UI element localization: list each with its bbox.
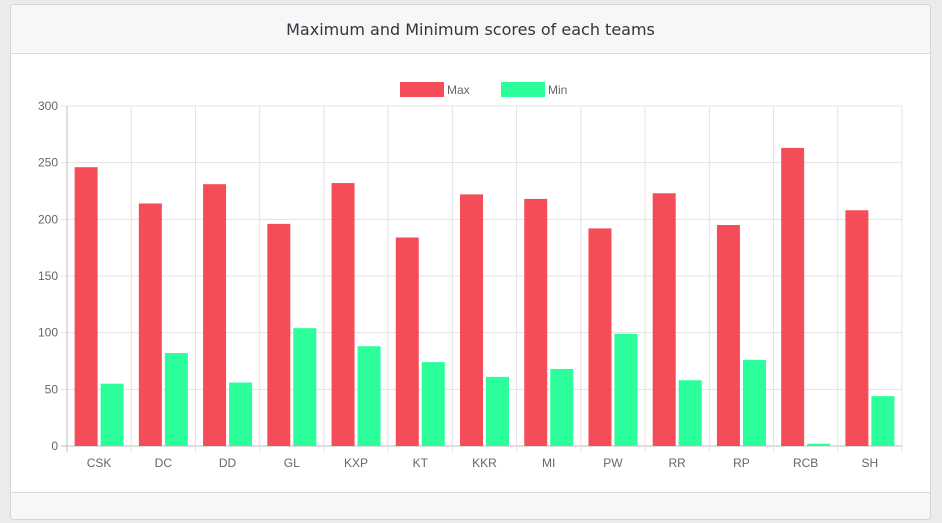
x-tick-label: KXP bbox=[344, 456, 368, 470]
x-tick-label: SH bbox=[862, 456, 879, 470]
y-tick-label: 100 bbox=[38, 326, 58, 340]
bar-max-dd[interactable] bbox=[203, 184, 227, 446]
bar-min-kxp[interactable] bbox=[357, 346, 381, 446]
x-tick-label: RCB bbox=[793, 456, 818, 470]
bar-max-kxp[interactable] bbox=[331, 183, 355, 447]
bar-min-rcb[interactable] bbox=[807, 443, 831, 446]
legend-swatch-min[interactable] bbox=[501, 82, 545, 97]
x-tick-label: KT bbox=[413, 456, 429, 470]
bar-min-dc[interactable] bbox=[164, 353, 188, 446]
bar-min-sh[interactable] bbox=[871, 396, 895, 446]
legend-swatch-max[interactable] bbox=[400, 82, 444, 97]
bar-min-pw[interactable] bbox=[614, 333, 638, 446]
panel-footer bbox=[11, 492, 930, 519]
bar-min-kt[interactable] bbox=[421, 362, 445, 446]
bar-max-rr[interactable] bbox=[652, 193, 676, 446]
bar-max-rcb[interactable] bbox=[781, 147, 805, 446]
x-tick-label: RR bbox=[669, 456, 687, 470]
y-tick-label: 0 bbox=[51, 439, 58, 453]
y-tick-label: 250 bbox=[38, 156, 58, 170]
x-tick-label: MI bbox=[542, 456, 555, 470]
y-tick-label: 300 bbox=[38, 99, 58, 113]
x-tick-label: PW bbox=[603, 456, 623, 470]
bar-min-rr[interactable] bbox=[678, 380, 702, 446]
bar-min-rp[interactable] bbox=[742, 359, 766, 446]
legend-label-max[interactable]: Max bbox=[447, 83, 470, 97]
bar-max-dc[interactable] bbox=[138, 203, 162, 446]
bar-min-csk[interactable] bbox=[100, 383, 124, 446]
bar-max-rp[interactable] bbox=[716, 225, 740, 446]
y-tick-label: 50 bbox=[45, 382, 59, 396]
y-tick-label: 200 bbox=[38, 212, 58, 226]
bar-max-sh[interactable] bbox=[845, 210, 869, 446]
legend-label-min[interactable]: Min bbox=[548, 83, 567, 97]
bar-min-dd[interactable] bbox=[229, 382, 253, 446]
bar-max-gl[interactable] bbox=[267, 223, 291, 446]
x-tick-label: RP bbox=[733, 456, 750, 470]
bar-max-csk[interactable] bbox=[74, 167, 98, 446]
x-tick-label: DD bbox=[219, 456, 237, 470]
x-tick-label: DC bbox=[155, 456, 173, 470]
x-tick-label: GL bbox=[284, 456, 300, 470]
bar-max-kkr[interactable] bbox=[460, 194, 483, 446]
panel-title: Maximum and Minimum scores of each teams bbox=[11, 5, 930, 54]
bar-max-kt[interactable] bbox=[395, 237, 419, 446]
y-tick-label: 150 bbox=[38, 269, 58, 283]
bar-min-kkr[interactable] bbox=[486, 376, 509, 446]
x-tick-label: CSK bbox=[87, 456, 112, 470]
bar-max-pw[interactable] bbox=[588, 228, 612, 446]
bar-max-mi[interactable] bbox=[524, 198, 548, 446]
x-tick-label: KKR bbox=[472, 456, 497, 470]
bar-min-gl[interactable] bbox=[293, 328, 317, 446]
bar-min-mi[interactable] bbox=[550, 368, 574, 446]
